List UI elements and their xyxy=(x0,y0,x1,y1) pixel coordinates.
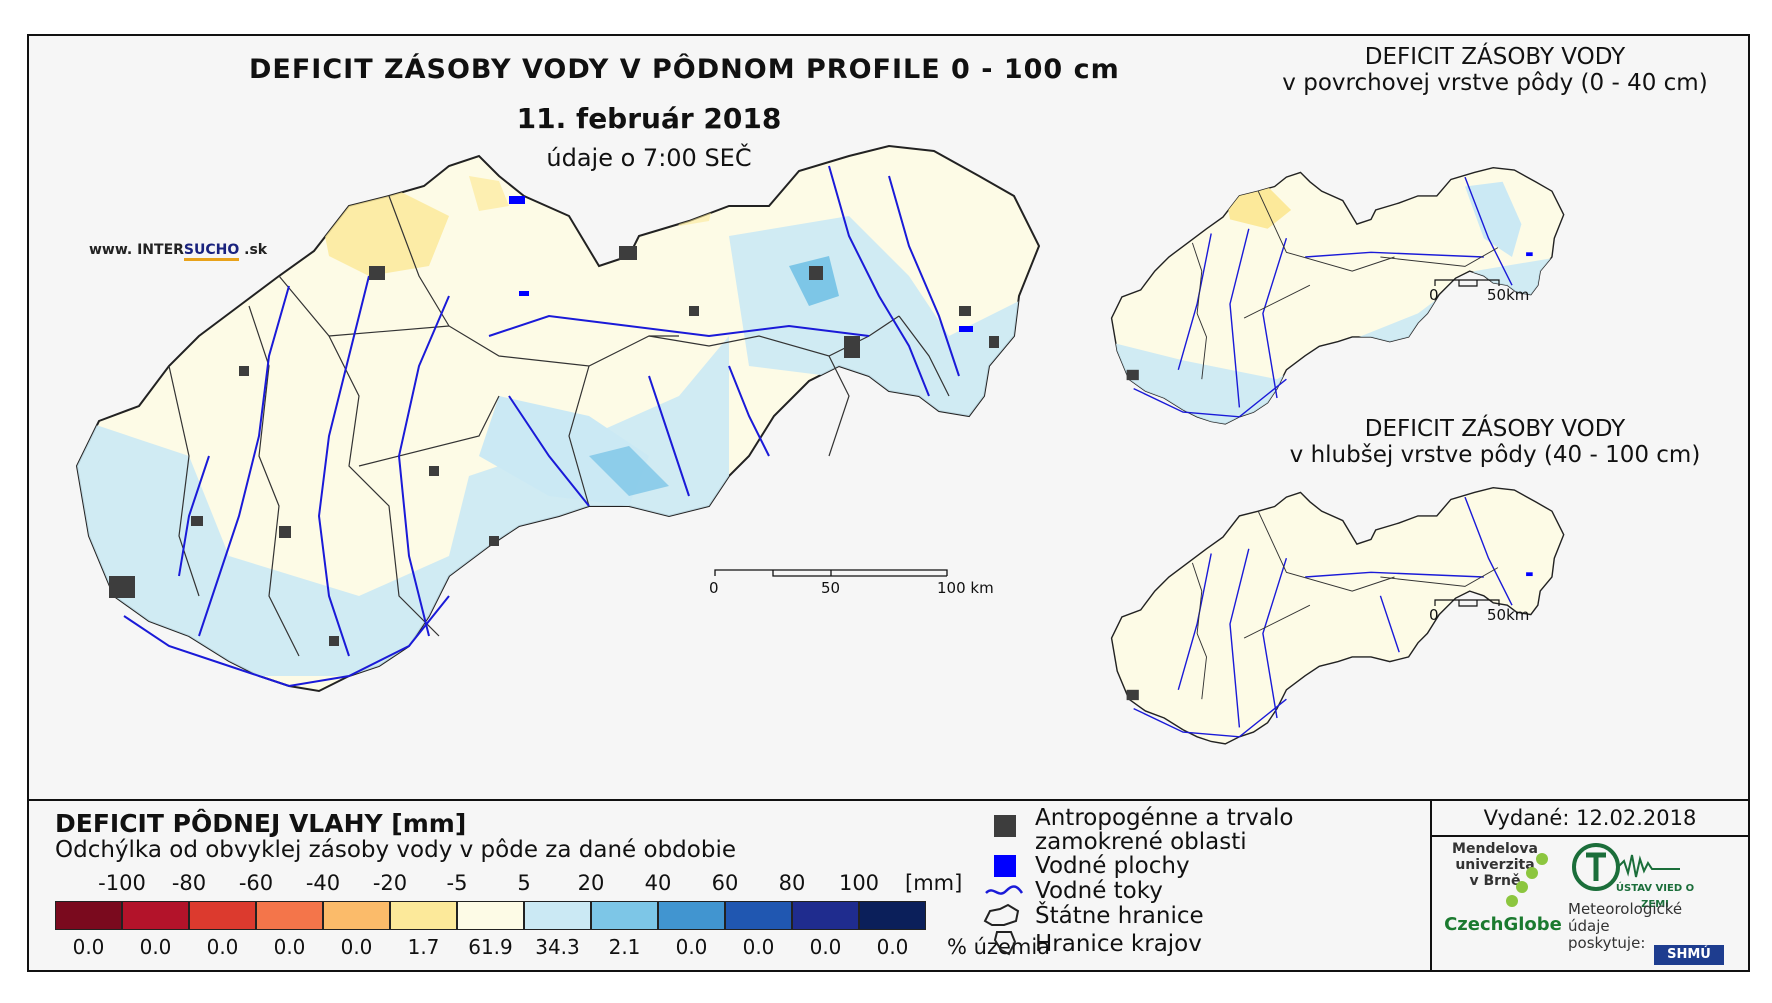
inset-bottom-title-line2: v hlubšej vrstve pôdy (40 - 100 cm) xyxy=(1289,442,1701,468)
legend-pct-value: 61.9 xyxy=(468,935,513,959)
legend-swatch xyxy=(256,901,323,930)
meteo-line2: údaje xyxy=(1568,917,1610,935)
inset-bottom-scale-bar xyxy=(1434,599,1500,607)
key-water-bodies: Vodné plochy xyxy=(1035,853,1190,879)
river-key-icon xyxy=(985,885,1024,895)
inset-top-scale-0: 0 xyxy=(1429,286,1439,304)
intersucho-logo[interactable]: www. INTERSUCHO .sk xyxy=(89,242,268,261)
inset-top-title-line1: DEFICIT ZÁSOBY VODY xyxy=(1364,44,1626,70)
main-scale-bar xyxy=(714,569,948,577)
legend-tick-label: -60 xyxy=(238,871,274,895)
uvz-logo-icon xyxy=(1572,843,1680,891)
key-urban-line2: zamokrené oblasti xyxy=(1035,829,1247,855)
key-region-borders: Hranice krajov xyxy=(1035,931,1202,957)
legend-pct-value: 1.7 xyxy=(407,935,440,959)
inset-bottom-map xyxy=(1110,486,1565,745)
main-map-urban xyxy=(109,246,999,646)
map-area: 0 50 100 km xyxy=(29,36,1748,799)
legend-pct-value: 0.0 xyxy=(206,935,239,959)
legend-pct-value: 0.0 xyxy=(340,935,373,959)
legend-tick-label: 60 xyxy=(711,871,739,895)
key-urban-line1: Antropogénne a trvalo xyxy=(1035,805,1294,831)
shmu-logo: SHMÚ xyxy=(1654,945,1724,965)
legend-tick-label: 5 xyxy=(517,871,531,895)
main-map-time: údaje o 7:00 SEČ xyxy=(546,144,752,172)
main-scale-50: 50 xyxy=(821,579,840,597)
logo-prefix: www. INTER xyxy=(89,242,184,258)
legend-tick-label: -100 xyxy=(98,871,146,895)
legend-swatch xyxy=(323,901,390,930)
legend-unit: [mm] xyxy=(905,871,963,895)
legend-swatch xyxy=(55,901,122,930)
mendel-line2: univerzita xyxy=(1455,857,1535,873)
meteo-line3: poskytuje: xyxy=(1568,934,1646,952)
inset-top-title-line2: v povrchovej vrstve pôdy (0 - 40 cm) xyxy=(1282,70,1708,96)
mendel-line3: v Brně xyxy=(1469,873,1521,889)
legend-title: DEFICIT PÔDNEJ VLAHY [mm] xyxy=(55,809,467,838)
mendel-line1: Mendelova xyxy=(1452,841,1538,857)
legend-swatch xyxy=(189,901,256,930)
main-map-title: DEFICIT ZÁSOBY VODY V PÔDNOM PROFILE 0 -… xyxy=(249,54,1120,85)
map-frame: 0 50 100 km xyxy=(27,34,1750,972)
legend-tick-label: 40 xyxy=(644,871,672,895)
inset-bottom-title-line1: DEFICIT ZÁSOBY VODY xyxy=(1364,416,1626,442)
inset-bottom-scale-50: 50km xyxy=(1487,606,1529,624)
issued-date: Vydané: 12.02.2018 xyxy=(1432,801,1748,837)
legend-pct-value: 0.0 xyxy=(139,935,172,959)
legend-subtitle: Odchýlka od obvyklej zásoby vody v pôde … xyxy=(55,837,736,863)
legend-pct-value: 0.0 xyxy=(273,935,306,959)
legend-swatch xyxy=(457,901,524,930)
legend-tick-label: 100 xyxy=(838,871,880,895)
legend-swatch xyxy=(725,901,792,930)
legend-pct-value: 0.0 xyxy=(809,935,842,959)
legend-swatch xyxy=(792,901,859,930)
main-map-date: 11. február 2018 xyxy=(516,102,782,135)
legend-swatch xyxy=(591,901,658,930)
legend-swatch xyxy=(390,901,457,930)
inset-bottom-scale-0: 0 xyxy=(1429,606,1439,624)
legend-pct-value: 0.0 xyxy=(742,935,775,959)
legend-swatch xyxy=(524,901,591,930)
legend-pct-value: 0.0 xyxy=(72,935,105,959)
meteo-line1: Meteorologické xyxy=(1568,900,1683,918)
inset-top-scale-50: 50km xyxy=(1487,286,1529,304)
region-border-key-icon xyxy=(993,931,1017,956)
legend-swatch xyxy=(859,901,926,930)
main-scale-0: 0 xyxy=(709,579,719,597)
logo-suffix: .sk xyxy=(239,242,268,258)
mendel-dots-icon xyxy=(1506,853,1548,907)
legend-tick-label: -80 xyxy=(171,871,207,895)
main-map-region-borders xyxy=(168,195,950,657)
legend-tick-label: 80 xyxy=(778,871,806,895)
key-rivers: Vodné toky xyxy=(1035,878,1163,904)
main-scale-100: 100 km xyxy=(937,579,994,597)
legend-pct-value: 0.0 xyxy=(876,935,909,959)
inset-top-scale-bar xyxy=(1434,279,1500,287)
legend-panel: DEFICIT PÔDNEJ VLAHY [mm] Odchýlka od ob… xyxy=(29,799,1748,972)
legend-tick-label: -20 xyxy=(372,871,408,895)
legend-tick-label: -40 xyxy=(305,871,341,895)
main-map-svg: 0 50 100 km xyxy=(75,144,1565,745)
urban-area-key-icon xyxy=(994,815,1016,837)
state-border-key-icon xyxy=(983,903,1020,926)
main-map-rivers xyxy=(123,165,960,688)
uvz-label: ÚSTAV VIED O ZEMI xyxy=(1615,883,1695,910)
legend-pct-value: 0.0 xyxy=(675,935,708,959)
issuer-panel: Vydané: 12.02.2018 Mendelova univerzita … xyxy=(1430,801,1748,972)
legend-tick-label: -5 xyxy=(446,871,468,895)
legend-pct-value: 34.3 xyxy=(535,935,580,959)
legend-tick-label: 20 xyxy=(577,871,605,895)
czechglobe-logo: CzechGlobe xyxy=(1444,914,1562,935)
legend-pct-value: 2.1 xyxy=(608,935,641,959)
legend-swatch xyxy=(122,901,189,930)
key-state-borders: Štátne hranice xyxy=(1035,903,1204,929)
logo-highlight: SUCHO xyxy=(183,242,240,261)
mendel-logo: Mendelova univerzita v Brně xyxy=(1440,841,1550,889)
meteo-provider-label: Meteorologické údaje poskytuje: xyxy=(1568,901,1688,952)
main-map-lakes xyxy=(509,196,973,332)
water-body-key-icon xyxy=(994,855,1016,877)
legend-swatch xyxy=(658,901,725,930)
